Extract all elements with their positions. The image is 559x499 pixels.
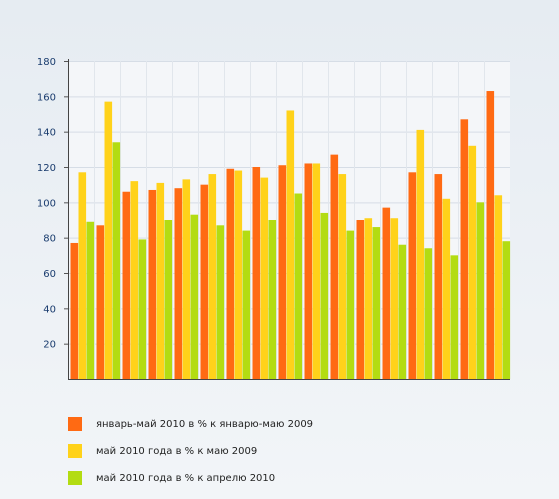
bar-series-2 bbox=[286, 110, 295, 379]
bar-series-2 bbox=[494, 195, 503, 379]
y-tick-label: 80 bbox=[43, 234, 56, 245]
bar-series-1 bbox=[460, 119, 469, 380]
y-tick-labels: 20 40 60 80 100 120 140 160 180 bbox=[37, 57, 56, 351]
bar-series-2 bbox=[104, 101, 113, 379]
bar-series-2 bbox=[338, 174, 347, 379]
bar-series-2 bbox=[468, 145, 477, 379]
bar-series-1 bbox=[278, 165, 287, 379]
bar-series-1 bbox=[304, 163, 313, 379]
legend-swatch-series-1 bbox=[68, 417, 82, 431]
legend-label-series-1: январь-май 2010 в % к январю-маю 2009 bbox=[96, 419, 314, 430]
bar-series-3 bbox=[346, 230, 355, 379]
bar-series-2 bbox=[416, 129, 425, 379]
bar-series-3 bbox=[502, 241, 511, 379]
bar-series-3 bbox=[216, 225, 225, 379]
bar-series-1 bbox=[122, 191, 131, 379]
bar-series-3 bbox=[476, 202, 485, 379]
bar-series-1 bbox=[148, 189, 157, 379]
bar-series-3 bbox=[164, 220, 173, 379]
bar-series-2 bbox=[182, 179, 191, 379]
bar-series-2 bbox=[260, 177, 269, 379]
legend-swatch-series-2 bbox=[68, 444, 82, 458]
bar-series-3 bbox=[86, 221, 95, 379]
bar-series-1 bbox=[434, 174, 443, 379]
y-tick-label: 100 bbox=[37, 198, 56, 209]
legend-swatch-series-3 bbox=[68, 471, 82, 485]
bar-series-3 bbox=[112, 142, 121, 379]
bar-series-2 bbox=[442, 198, 451, 379]
y-tick-label: 140 bbox=[37, 128, 56, 139]
axes bbox=[64, 59, 510, 380]
bar-series-1 bbox=[70, 242, 79, 379]
bar-series-3 bbox=[138, 239, 147, 379]
bar-series-2 bbox=[208, 174, 217, 379]
bar-series-1 bbox=[356, 220, 365, 379]
bar-series-2 bbox=[312, 163, 321, 379]
bar-series-3 bbox=[294, 193, 303, 379]
bar-series-3 bbox=[450, 255, 459, 379]
bar-series-1 bbox=[330, 154, 339, 379]
bar-series-3 bbox=[398, 244, 407, 379]
bar-series-1 bbox=[200, 184, 209, 379]
y-tick-label: 60 bbox=[43, 269, 56, 280]
bar-series-2 bbox=[364, 218, 373, 379]
bar-series-1 bbox=[252, 167, 261, 379]
bar-series-3 bbox=[242, 230, 251, 379]
bar-series-3 bbox=[320, 212, 329, 379]
legend-label-series-2: май 2010 года в % к маю 2009 bbox=[96, 446, 258, 457]
y-tick-label: 160 bbox=[37, 92, 56, 103]
bar-series-3 bbox=[372, 227, 381, 379]
bar-series-2 bbox=[390, 218, 399, 379]
y-tick-label: 40 bbox=[43, 304, 56, 315]
bar-series-2 bbox=[234, 170, 243, 379]
bar-series-3 bbox=[190, 214, 199, 379]
bar-series-2 bbox=[156, 182, 165, 379]
bar-series-3 bbox=[268, 220, 277, 379]
bar-series-1 bbox=[96, 225, 105, 379]
bar-series-1 bbox=[486, 91, 495, 380]
bar-series-2 bbox=[130, 181, 139, 379]
bar-series-1 bbox=[408, 172, 417, 379]
y-tick-label: 120 bbox=[37, 163, 56, 174]
legend-label-series-3: май 2010 года в % к апрелю 2010 bbox=[96, 473, 276, 484]
bars bbox=[70, 91, 511, 380]
y-tick-label: 20 bbox=[43, 340, 56, 351]
bar-series-1 bbox=[226, 168, 235, 379]
bar-series-2 bbox=[78, 172, 87, 379]
bar-series-1 bbox=[174, 188, 183, 379]
bar-series-3 bbox=[424, 248, 433, 379]
y-tick-label: 180 bbox=[37, 57, 56, 68]
bar-series-1 bbox=[382, 207, 391, 379]
